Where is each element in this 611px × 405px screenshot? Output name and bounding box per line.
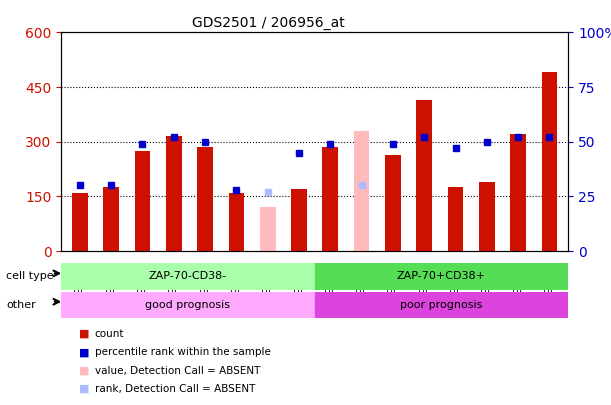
Bar: [166, 136, 181, 251]
Bar: [417, 100, 432, 251]
Text: count: count: [95, 329, 124, 339]
Bar: [315, 292, 568, 318]
Text: cell type: cell type: [6, 271, 54, 281]
Bar: [260, 207, 276, 251]
Text: good prognosis: good prognosis: [145, 300, 230, 310]
Bar: [291, 189, 307, 251]
Bar: [510, 134, 526, 251]
Bar: [479, 182, 495, 251]
Bar: [323, 147, 338, 251]
Text: ■: ■: [79, 384, 90, 394]
Text: ZAP-70-CD38-: ZAP-70-CD38-: [148, 271, 227, 281]
Bar: [541, 72, 557, 251]
Text: rank, Detection Call = ABSENT: rank, Detection Call = ABSENT: [95, 384, 255, 394]
Text: poor prognosis: poor prognosis: [400, 300, 483, 310]
Text: ■: ■: [79, 366, 90, 375]
Bar: [385, 154, 401, 251]
Bar: [61, 292, 315, 318]
Text: percentile rank within the sample: percentile rank within the sample: [95, 347, 271, 357]
Bar: [72, 193, 88, 251]
Bar: [315, 263, 568, 290]
Bar: [197, 147, 213, 251]
Bar: [134, 151, 150, 251]
Text: other: other: [6, 300, 36, 309]
Bar: [354, 131, 370, 251]
Bar: [103, 187, 119, 251]
Text: ZAP-70+CD38+: ZAP-70+CD38+: [397, 271, 486, 281]
Bar: [448, 187, 463, 251]
Bar: [61, 263, 315, 290]
Bar: [229, 193, 244, 251]
Text: GDS2501 / 206956_at: GDS2501 / 206956_at: [192, 16, 345, 30]
Text: ■: ■: [79, 329, 90, 339]
Text: ■: ■: [79, 347, 90, 357]
Text: value, Detection Call = ABSENT: value, Detection Call = ABSENT: [95, 366, 260, 375]
